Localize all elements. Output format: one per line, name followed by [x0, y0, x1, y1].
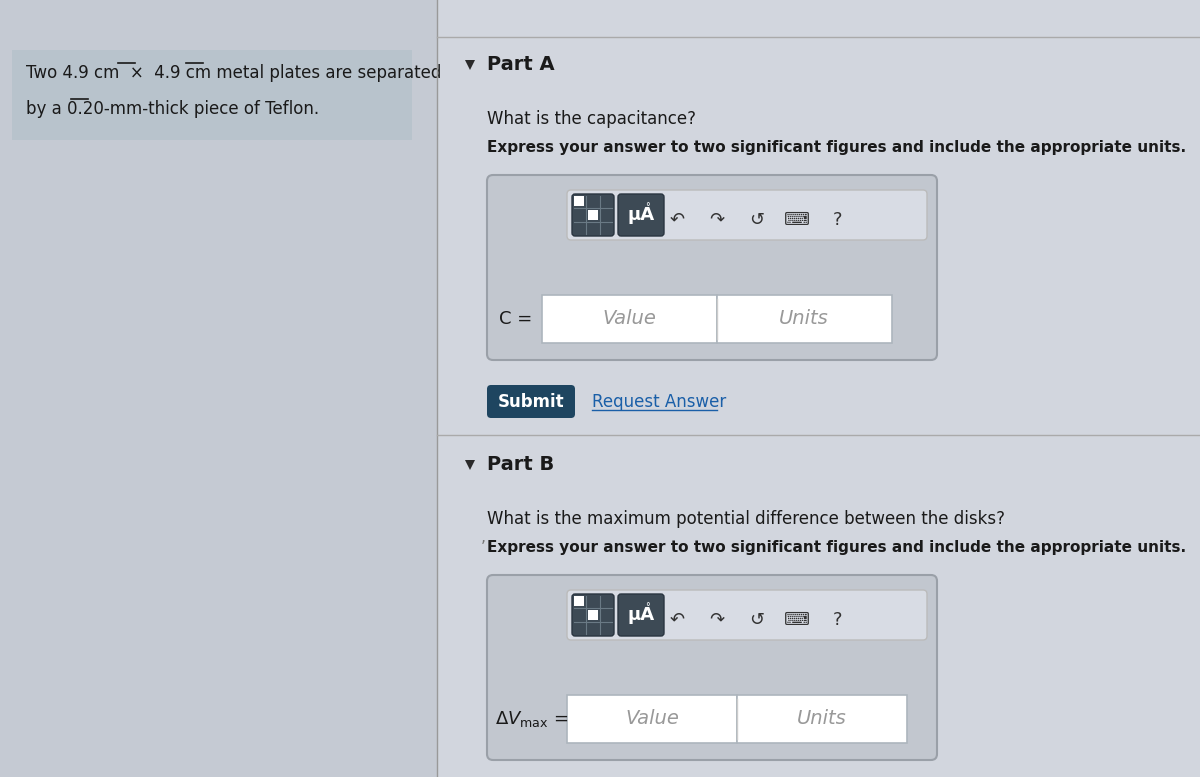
FancyBboxPatch shape — [618, 194, 664, 236]
FancyBboxPatch shape — [487, 575, 937, 760]
Text: Part B: Part B — [487, 455, 554, 474]
Bar — [542, 295, 718, 343]
Bar — [737, 695, 907, 743]
Text: Request Answer: Request Answer — [592, 393, 726, 411]
Text: ’: ’ — [481, 540, 486, 555]
Text: ?: ? — [833, 611, 841, 629]
Text: Value: Value — [602, 309, 656, 329]
Text: ↷: ↷ — [709, 211, 725, 229]
Text: μA: μA — [628, 606, 654, 624]
Text: ↺: ↺ — [750, 611, 764, 629]
Polygon shape — [466, 60, 475, 70]
Text: by a 0.20-mm-thick piece of Teflon.: by a 0.20-mm-thick piece of Teflon. — [26, 100, 319, 118]
Bar — [12, 50, 412, 140]
Text: Two 4.9 cm  ×  4.9 cm metal plates are separated: Two 4.9 cm × 4.9 cm metal plates are sep… — [26, 64, 442, 82]
Bar — [568, 695, 737, 743]
FancyBboxPatch shape — [572, 194, 614, 236]
Text: Units: Units — [797, 709, 847, 729]
Bar — [437, 0, 1200, 777]
Text: C =: C = — [499, 310, 533, 328]
FancyBboxPatch shape — [568, 190, 928, 240]
Text: Submit: Submit — [498, 393, 564, 411]
Text: $\Delta V_{\mathrm{max}}$ =: $\Delta V_{\mathrm{max}}$ = — [496, 709, 569, 729]
Text: What is the maximum potential difference between the disks?: What is the maximum potential difference… — [487, 510, 1006, 528]
Bar — [718, 295, 892, 343]
Bar — [574, 596, 584, 606]
Text: Express your answer to two significant figures and include the appropriate units: Express your answer to two significant f… — [487, 540, 1186, 555]
Bar — [0, 0, 437, 777]
Bar — [574, 196, 584, 206]
Text: ⌨: ⌨ — [784, 211, 810, 229]
Text: ↷: ↷ — [709, 611, 725, 629]
Text: ?: ? — [833, 211, 841, 229]
FancyBboxPatch shape — [487, 175, 937, 360]
Text: ⌨: ⌨ — [784, 611, 810, 629]
Text: °: ° — [644, 602, 649, 612]
Text: ↺: ↺ — [750, 211, 764, 229]
Text: μA: μA — [628, 206, 654, 224]
FancyBboxPatch shape — [568, 590, 928, 640]
Bar — [588, 210, 598, 220]
Text: ↶: ↶ — [670, 211, 684, 229]
Text: Part A: Part A — [487, 55, 554, 74]
Text: Units: Units — [779, 309, 829, 329]
Text: ↶: ↶ — [670, 611, 684, 629]
FancyBboxPatch shape — [618, 594, 664, 636]
Text: What is the capacitance?: What is the capacitance? — [487, 110, 696, 128]
FancyBboxPatch shape — [572, 594, 614, 636]
Bar — [588, 610, 598, 620]
Text: °: ° — [644, 202, 649, 212]
Text: Value: Value — [625, 709, 679, 729]
FancyBboxPatch shape — [487, 385, 575, 418]
Text: Express your answer to two significant figures and include the appropriate units: Express your answer to two significant f… — [487, 140, 1186, 155]
Polygon shape — [466, 460, 475, 470]
